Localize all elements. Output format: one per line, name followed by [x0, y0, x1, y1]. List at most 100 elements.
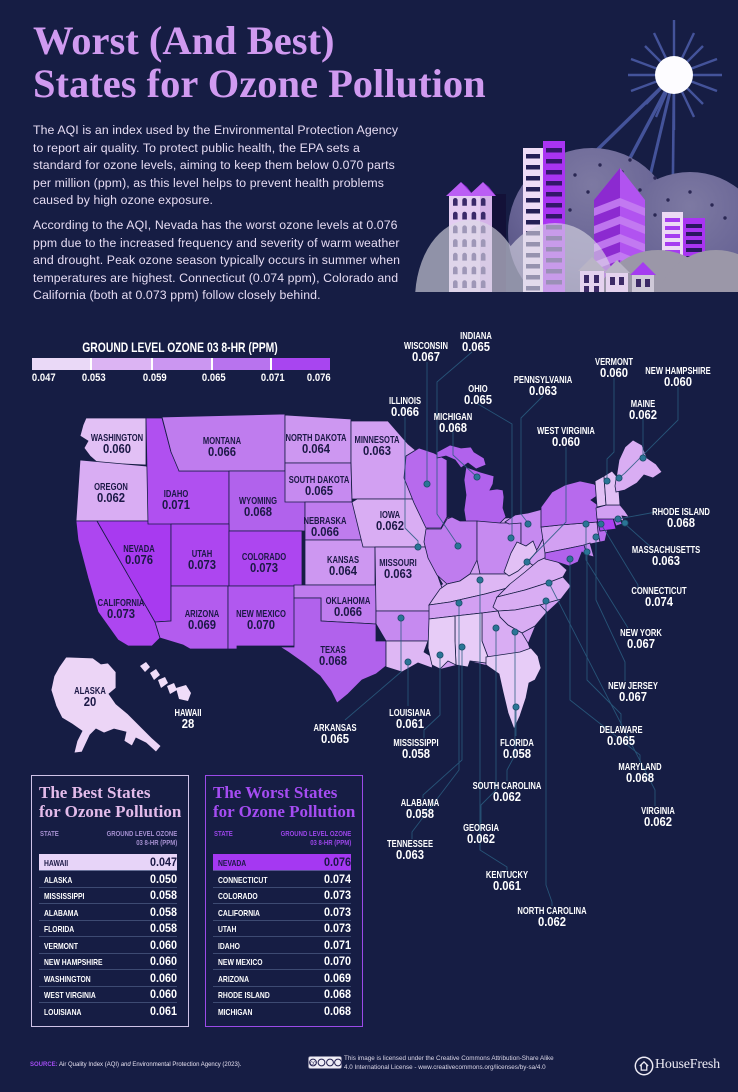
svg-text:GEORGIA: GEORGIA [463, 822, 499, 833]
svg-text:SOUTH DAKOTA: SOUTH DAKOTA [289, 474, 350, 485]
svg-text:IDAHO: IDAHO [164, 488, 189, 499]
svg-text:0.065: 0.065 [464, 392, 492, 407]
svg-text:0.066: 0.066 [334, 604, 362, 619]
svg-text:MISSISSIPPI: MISSISSIPPI [393, 737, 438, 748]
svg-text:28: 28 [182, 716, 195, 731]
svg-text:0.060: 0.060 [600, 365, 628, 380]
svg-text:WISCONSIN: WISCONSIN [404, 340, 448, 351]
svg-text:PENNSYLVANIA: PENNSYLVANIA [514, 374, 573, 385]
svg-text:VERMONT: VERMONT [595, 356, 633, 367]
svg-text:MASSACHUSETTS: MASSACHUSETTS [632, 544, 700, 555]
svg-text:0.058: 0.058 [503, 746, 531, 761]
svg-text:0.064: 0.064 [329, 563, 357, 578]
svg-text:0.073: 0.073 [250, 560, 278, 575]
svg-text:0.068: 0.068 [244, 504, 272, 519]
svg-text:ALASKA: ALASKA [74, 685, 106, 696]
svg-text:NEW YORK: NEW YORK [620, 627, 662, 638]
svg-text:0.062: 0.062 [97, 490, 125, 505]
svg-text:0.064: 0.064 [302, 441, 330, 456]
svg-text:OREGON: OREGON [94, 481, 128, 492]
svg-text:SOUTH CAROLINA: SOUTH CAROLINA [473, 780, 542, 791]
svg-text:ILLINOIS: ILLINOIS [389, 395, 421, 406]
svg-text:0.068: 0.068 [626, 770, 654, 785]
svg-text:0.066: 0.066 [311, 524, 339, 539]
svg-text:0.073: 0.073 [107, 606, 135, 621]
svg-text:0.068: 0.068 [667, 515, 695, 530]
svg-text:0.062: 0.062 [493, 789, 521, 804]
svg-text:WYOMING: WYOMING [239, 495, 277, 506]
svg-text:0.071: 0.071 [162, 497, 190, 512]
svg-text:MICHIGAN: MICHIGAN [434, 411, 472, 422]
svg-text:0.070: 0.070 [247, 617, 275, 632]
svg-text:20: 20 [84, 694, 97, 709]
svg-text:INDIANA: INDIANA [460, 330, 492, 341]
svg-text:IOWA: IOWA [380, 509, 401, 520]
svg-text:0.063: 0.063 [384, 566, 412, 581]
svg-text:ALABAMA: ALABAMA [401, 797, 440, 808]
svg-text:ARIZONA: ARIZONA [185, 608, 220, 619]
svg-text:NORTH CAROLINA: NORTH CAROLINA [517, 905, 587, 916]
svg-text:NEBRASKA: NEBRASKA [303, 515, 347, 526]
svg-text:KANSAS: KANSAS [327, 554, 359, 565]
svg-text:NORTH DAKOTA: NORTH DAKOTA [285, 432, 347, 443]
svg-text:0.061: 0.061 [396, 716, 424, 731]
svg-text:NEW MEXICO: NEW MEXICO [236, 608, 286, 619]
svg-text:0.062: 0.062 [629, 407, 657, 422]
svg-text:MARYLAND: MARYLAND [618, 761, 662, 772]
svg-text:0.065: 0.065 [305, 483, 333, 498]
svg-text:0.063: 0.063 [363, 443, 391, 458]
svg-text:cc: cc [310, 1061, 316, 1067]
svg-text:CONNECTICUT: CONNECTICUT [631, 585, 687, 596]
svg-text:0.062: 0.062 [376, 518, 404, 533]
svg-text:0.076: 0.076 [125, 552, 153, 567]
svg-text:0.063: 0.063 [652, 553, 680, 568]
svg-text:MONTANA: MONTANA [203, 435, 242, 446]
svg-text:0.067: 0.067 [619, 689, 647, 704]
svg-text:KENTUCKY: KENTUCKY [486, 869, 528, 880]
svg-text:0.068: 0.068 [439, 420, 467, 435]
svg-text:0.067: 0.067 [627, 636, 655, 651]
svg-text:HAWAII: HAWAII [174, 707, 201, 718]
svg-text:0.063: 0.063 [529, 383, 557, 398]
svg-text:0.065: 0.065 [321, 731, 349, 746]
svg-text:0.060: 0.060 [552, 434, 580, 449]
svg-text:0.066: 0.066 [208, 444, 236, 459]
svg-text:NEVADA: NEVADA [123, 543, 155, 554]
svg-text:UTAH: UTAH [192, 548, 213, 559]
svg-text:TEXAS: TEXAS [320, 644, 345, 655]
svg-text:0.062: 0.062 [467, 831, 495, 846]
svg-text:LOUISIANA: LOUISIANA [389, 707, 431, 718]
svg-text:OHIO: OHIO [468, 383, 487, 394]
svg-text:FLORIDA: FLORIDA [500, 737, 534, 748]
svg-text:0.062: 0.062 [644, 814, 672, 829]
svg-text:0.069: 0.069 [188, 617, 216, 632]
svg-text:0.058: 0.058 [406, 806, 434, 821]
svg-text:0.060: 0.060 [664, 374, 692, 389]
svg-text:TENNESSEE: TENNESSEE [387, 838, 433, 849]
svg-text:WASHINGTON: WASHINGTON [91, 432, 143, 443]
svg-text:ARKANSAS: ARKANSAS [313, 722, 356, 733]
svg-text:0.058: 0.058 [402, 746, 430, 761]
svg-text:0.065: 0.065 [462, 339, 490, 354]
svg-text:0.067: 0.067 [412, 349, 440, 364]
svg-text:MINNESOTA: MINNESOTA [354, 434, 400, 445]
svg-text:0.073: 0.073 [188, 557, 216, 572]
svg-text:VIRGINIA: VIRGINIA [641, 805, 675, 816]
svg-text:0.061: 0.061 [493, 878, 521, 893]
svg-text:NEW JERSEY: NEW JERSEY [608, 680, 658, 691]
svg-text:RHODE ISLAND: RHODE ISLAND [652, 506, 710, 517]
svg-text:0.066: 0.066 [391, 404, 419, 419]
svg-text:0.065: 0.065 [607, 733, 635, 748]
svg-text:WEST VIRGINIA: WEST VIRGINIA [537, 425, 595, 436]
svg-text:MISSOURI: MISSOURI [379, 557, 417, 568]
svg-text:OKLAHOMA: OKLAHOMA [326, 595, 371, 606]
svg-text:NEW HAMPSHIRE: NEW HAMPSHIRE [645, 365, 710, 376]
svg-text:0.060: 0.060 [103, 441, 131, 456]
svg-text:CALIFORNIA: CALIFORNIA [98, 597, 145, 608]
svg-text:0.068: 0.068 [319, 653, 347, 668]
svg-text:DELAWARE: DELAWARE [599, 724, 642, 735]
svg-text:MAINE: MAINE [631, 398, 656, 409]
svg-text:COLORADO: COLORADO [242, 551, 286, 562]
svg-text:0.074: 0.074 [645, 594, 673, 609]
svg-text:0.062: 0.062 [538, 914, 566, 929]
